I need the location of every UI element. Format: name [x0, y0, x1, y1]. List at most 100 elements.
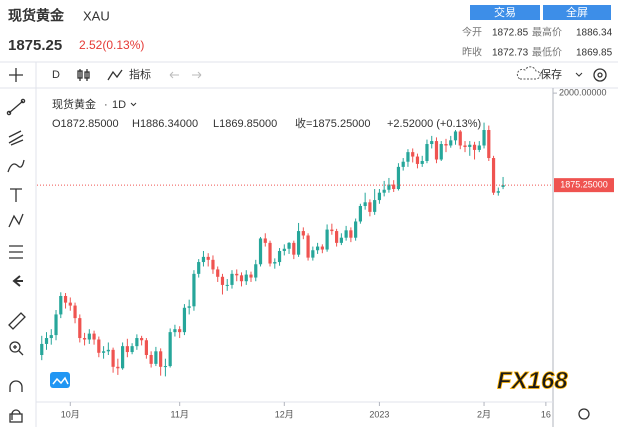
candle-body	[287, 242, 291, 249]
candle-body	[458, 131, 462, 146]
candle-body	[135, 338, 139, 347]
candle-body	[239, 275, 244, 282]
interval-menu[interactable]	[130, 102, 137, 107]
candle-body	[444, 144, 448, 146]
indicator-icon[interactable]	[107, 69, 123, 81]
candle-body	[40, 343, 44, 355]
candle-body	[216, 269, 220, 277]
x-tick-label: 16	[541, 409, 551, 419]
candle-body	[392, 184, 396, 190]
candle-body	[354, 221, 358, 238]
candle-body	[235, 273, 239, 276]
save-menu[interactable]	[575, 72, 583, 77]
candle-body	[78, 318, 82, 339]
open-label: 今开	[462, 26, 482, 39]
candle-body	[92, 333, 96, 340]
candle-body	[206, 256, 210, 260]
low-label: 最低价	[532, 46, 562, 59]
candle-body	[258, 238, 263, 265]
candle-body	[116, 366, 120, 369]
candle-body	[306, 235, 310, 258]
candle-body	[54, 314, 58, 336]
legend-interval: 1D	[112, 99, 126, 111]
trade-label[interactable]: 交易	[494, 5, 516, 19]
candle-body	[415, 156, 420, 164]
candle-body	[430, 141, 434, 145]
price: 1875.25	[8, 37, 62, 54]
candle-body	[377, 192, 382, 201]
candle-body	[368, 202, 372, 212]
candle-body	[406, 152, 410, 162]
save[interactable]: 保存	[540, 67, 562, 81]
candle-body	[44, 338, 49, 344]
fullscreen-button[interactable]	[543, 5, 611, 20]
candle-body	[349, 230, 353, 238]
legend-open: O1872.85000	[52, 118, 119, 130]
interval[interactable]: D	[52, 69, 60, 81]
candle-body	[144, 340, 148, 355]
candle-body	[277, 250, 282, 263]
candle-body	[130, 346, 134, 353]
low-value: 1869.85	[576, 48, 613, 59]
candle-body	[282, 248, 286, 251]
candle-body	[315, 246, 320, 251]
candle-body	[225, 284, 229, 286]
candle-body	[63, 295, 68, 303]
x-tick-label: 2月	[477, 409, 491, 419]
legend-low: L1869.85000	[213, 118, 277, 130]
candle-body	[325, 229, 329, 250]
candle-body	[149, 355, 153, 364]
candle-body	[168, 332, 172, 367]
candle-body	[68, 302, 72, 306]
y-tick-label: 2000.00000	[559, 87, 607, 97]
candle-body	[273, 262, 277, 264]
settings[interactable]	[593, 68, 607, 82]
candle-body	[468, 144, 472, 147]
candle-body	[477, 145, 481, 150]
redo[interactable]	[192, 71, 202, 79]
undo[interactable]	[169, 71, 179, 79]
x-tick-label: 10月	[61, 409, 80, 419]
candle-body	[363, 202, 367, 206]
candle-body	[154, 351, 158, 364]
legend-dot: ·	[104, 99, 108, 111]
candle-body	[449, 140, 453, 146]
candle-body	[121, 346, 125, 369]
candle-body	[178, 329, 182, 333]
candle-body	[49, 335, 53, 339]
trade-button[interactable]	[470, 5, 540, 20]
indicators[interactable]: 指标	[129, 67, 151, 81]
candle-body	[439, 144, 443, 160]
drawing-tools[interactable]	[6, 68, 26, 423]
legend-change: +2.52000 (+0.13%)	[387, 118, 481, 130]
candle-body	[301, 231, 305, 236]
candle-body	[411, 152, 415, 157]
candle-body	[320, 246, 324, 250]
fullscreen-label[interactable]: 全屏	[566, 5, 588, 19]
candle-body	[187, 306, 191, 308]
cloud-icon[interactable]	[516, 66, 541, 80]
candle-body	[491, 158, 496, 193]
candle-body	[87, 333, 91, 340]
candle-body	[249, 274, 253, 278]
candle-body	[472, 144, 477, 150]
candle-body	[292, 242, 296, 255]
candle-body	[125, 346, 129, 353]
candle-body	[201, 256, 206, 263]
candle-icon[interactable]	[77, 69, 90, 81]
candle-body	[230, 273, 234, 285]
candle-body	[311, 250, 315, 258]
candle-body	[496, 191, 500, 193]
candle-body	[344, 230, 348, 238]
axis-settings[interactable]	[578, 408, 590, 420]
settings[interactable]	[597, 72, 603, 78]
candle-body	[97, 339, 101, 353]
candle-body	[159, 351, 163, 367]
last-price-label: 1875.25000	[560, 180, 608, 190]
candle-body	[192, 273, 196, 307]
x-tick-label: 2023	[369, 409, 389, 419]
candle-body	[358, 205, 362, 222]
candle-body	[434, 141, 439, 160]
candle-body	[330, 229, 334, 232]
